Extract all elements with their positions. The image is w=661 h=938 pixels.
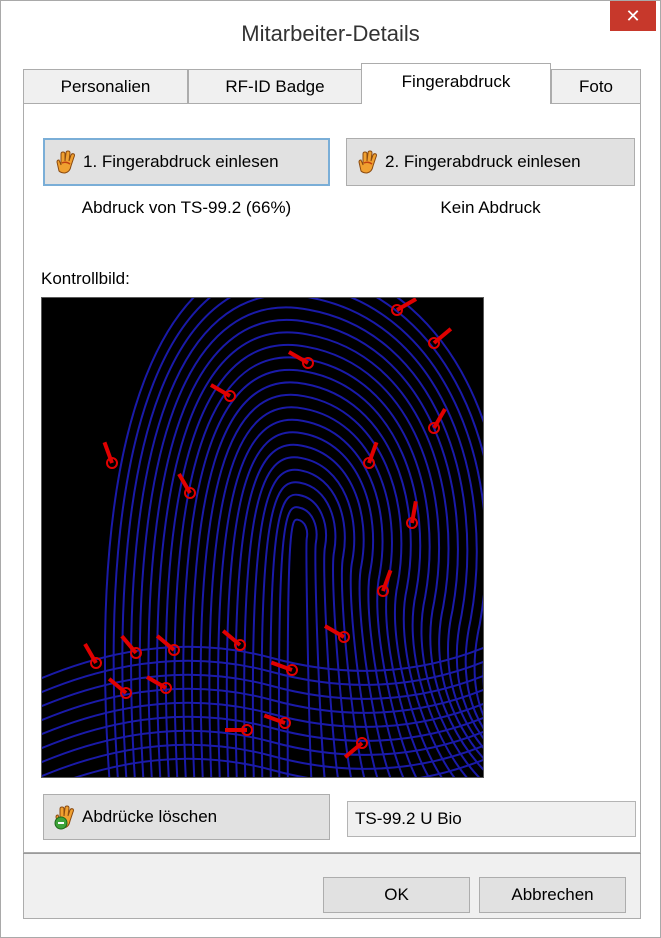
minutia-marker [428,422,440,434]
tab-label: RF-ID Badge [225,77,325,96]
minutia-marker [338,631,350,643]
minutia-direction [83,642,98,665]
fingerprint-ridge [164,343,514,794]
fingerprint-ridge [225,431,414,794]
minutia-marker [160,682,172,694]
minutia-direction [221,629,242,647]
minutia-direction [381,569,393,592]
scan-fingerprint-2-button[interactable]: 2. Fingerabdruck einlesen [346,138,635,186]
minutia-direction [367,441,379,464]
minutia-marker [234,639,246,651]
minutia-direction [120,634,138,655]
fingerprint-control-image [41,256,614,794]
hand-clear-icon [54,805,74,830]
minutia-direction [270,660,293,672]
close-button[interactable]: ✕ [610,1,656,31]
close-icon: ✕ [625,6,641,26]
tab-label: Fingerabdruck [401,72,511,91]
fingerprint-ridge [217,418,428,794]
minutia-direction [102,441,114,464]
hand-scan-icon [358,150,377,174]
button-label: 1. Fingerabdruck einlesen [83,152,279,171]
minutia-marker [90,657,102,669]
button-label: 2. Fingerabdruck einlesen [385,152,581,171]
footer-divider [23,853,641,854]
minutia-marker [224,390,236,402]
tab-foto[interactable]: Foto [551,69,641,103]
fingerprint-ridge [190,381,471,794]
fingerprint-ridge [41,729,484,763]
minutia-marker [302,357,314,369]
minutia-direction [107,677,128,695]
fingerprint-ridge [41,743,484,777]
minutia-direction [287,350,309,365]
window-title: Mitarbeiter-Details [241,21,420,46]
button-label: Abbrechen [511,885,594,904]
minutia-direction [145,675,167,690]
tab-fingerabdruck[interactable]: Fingerabdruck [361,63,551,104]
clear-prints-button[interactable]: Abdrücke löschen [43,794,330,840]
fingerprint-ridge [243,456,385,794]
fingerprint-ridge [41,659,484,693]
minutia-marker [391,304,403,316]
minutia-marker [168,644,180,656]
scan-fingerprint-1-button[interactable]: 1. Fingerabdruck einlesen [43,138,330,186]
fingerprint-ridge [156,331,528,794]
minutia-direction [177,472,192,494]
hand-scan-icon [56,150,75,174]
minutia-direction [410,500,418,524]
fingerprint-ridge [234,443,400,794]
cancel-button[interactable]: Abbrechen [479,877,626,913]
minutia-marker [428,337,440,349]
fingerprint-ridge [277,506,328,794]
button-label: OK [384,885,409,904]
fingerprint-ridge [147,318,543,794]
scan-2-status: Kein Abdruck [440,198,541,217]
minutia-marker [120,687,132,699]
ok-button[interactable]: OK [323,877,470,913]
fingerprint-ridge [41,701,484,735]
fingerprint-image [41,256,614,794]
minutia-marker [184,487,196,499]
control-image-label: Kontrollbild: [41,269,130,288]
fingerprint-ridge [41,687,484,721]
fingerprint-ridge [199,393,457,794]
fingerprint-ridge [130,293,571,794]
fingerprint-ridge [182,368,485,794]
button-label: Abdrücke löschen [82,807,218,826]
minutia-direction [343,741,364,759]
fingerprint-ridge [41,715,484,749]
minutia-marker [130,647,142,659]
scan-1-status: Abdruck von TS-99.2 (66%) [81,198,292,217]
title-bar: Mitarbeiter-Details ✕ [1,1,660,63]
minutia-direction [263,713,286,725]
fingerprint-ridge [41,645,484,679]
minutia-direction [209,383,231,398]
minutia-direction [432,407,447,429]
minutia-direction [155,634,176,652]
minutia-marker [356,737,368,749]
minutia-direction [395,297,418,312]
fingerprint-ridge [138,306,557,794]
minutia-direction [432,327,453,345]
tab-label: Foto [578,77,614,96]
tab-rfid-badge[interactable]: RF-ID Badge [188,69,362,103]
fingerprint-ridge [286,518,314,794]
tab-personalien[interactable]: Personalien [23,69,188,103]
fingerprint-ridge [251,468,371,794]
device-name-field: TS-99.2 U Bio [347,801,636,837]
minutia-direction [323,624,346,639]
tab-label: Personalien [60,77,151,96]
